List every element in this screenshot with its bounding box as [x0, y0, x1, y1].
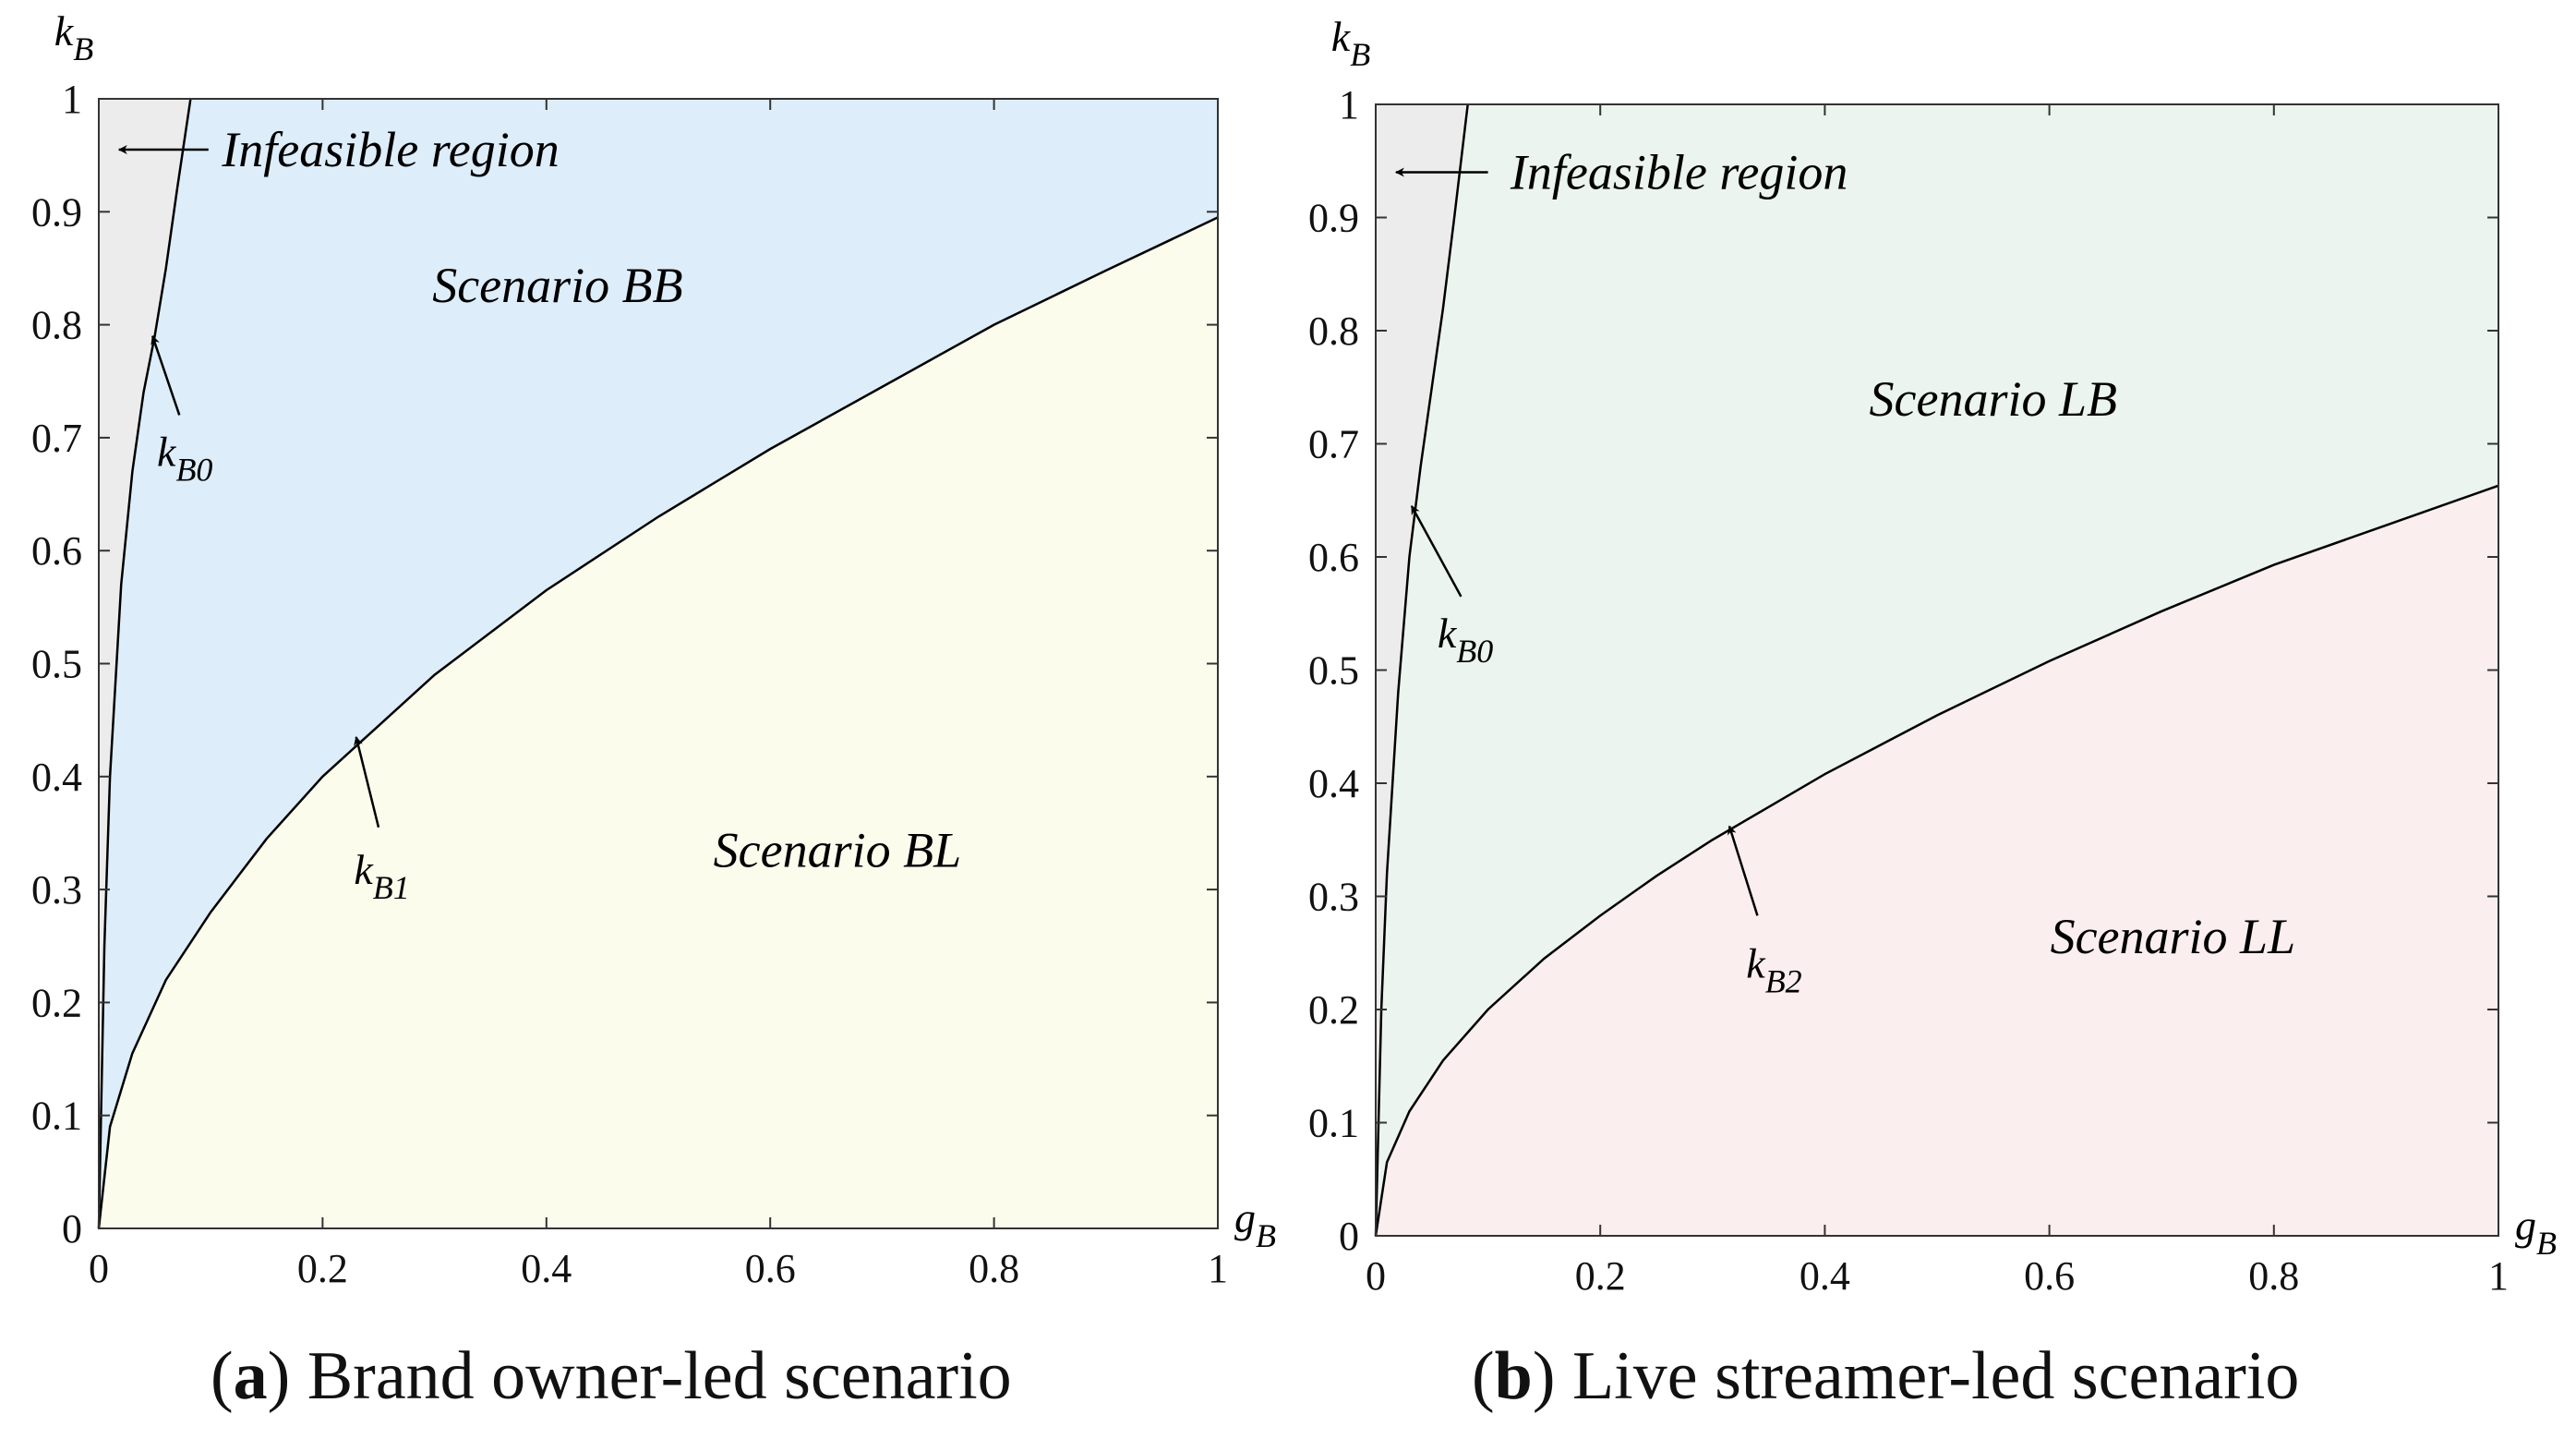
kb0-annotation-base: k — [1438, 610, 1458, 657]
caption-a-tag: a — [233, 1338, 268, 1414]
infeasible-region-label: Infeasible region — [221, 122, 559, 177]
kb2-curve — [1374, 484, 2499, 1237]
lower-scenario-region — [1376, 485, 2498, 1236]
kb2-arrow — [1727, 825, 1759, 916]
x-tick-label: 0.6 — [745, 1246, 796, 1291]
kb2-annotation-sub: B2 — [1765, 963, 1802, 1000]
x-axis-label: gB — [1234, 1194, 1276, 1254]
kb0-annotation: kB0 — [1438, 610, 1493, 670]
x-tick-label: 0 — [89, 1246, 109, 1291]
caption-b-tag: b — [1494, 1338, 1533, 1414]
y-tick-label: 0.5 — [31, 642, 82, 687]
x-tick-label: 0.2 — [1575, 1253, 1626, 1299]
y-tick-label: 1 — [1339, 82, 1359, 127]
upper-scenario-region — [99, 99, 1218, 1228]
x-axis-label-sub: B — [2536, 1225, 2557, 1262]
kb1-arrow — [354, 736, 380, 828]
y-tick-label: 0.6 — [1308, 535, 1359, 580]
caption-b: (b) Live streamer-led scenario — [1472, 1338, 2300, 1414]
x-tick-label: 0.4 — [521, 1246, 572, 1291]
y-tick-label: 0.7 — [1308, 422, 1359, 467]
x-tick-label: 0.8 — [969, 1246, 1019, 1291]
kb0-annotation-base: k — [157, 428, 177, 475]
x-axis-label-sub: B — [1256, 1217, 1276, 1254]
kb0-arrow — [150, 334, 181, 416]
kb0-curve — [97, 98, 192, 1229]
y-tick-label: 0.6 — [31, 528, 82, 574]
x-tick-label: 0.8 — [2248, 1253, 2299, 1299]
lower-scenario-region — [99, 217, 1218, 1228]
y-axis-label-sub: B — [73, 30, 93, 67]
upper-region-label: Scenario BB — [432, 258, 682, 313]
kb0-annotation-sub: B0 — [175, 451, 212, 488]
caption-a: (a) Brand owner-led scenario — [211, 1338, 1012, 1414]
y-tick-label: 1 — [62, 77, 82, 122]
y-tick-label: 0.1 — [31, 1094, 82, 1139]
kb1-annotation-sub: B1 — [373, 869, 410, 906]
y-axis-label-sub: B — [1350, 36, 1370, 73]
chart-panel-a: 0 0.2 0.4 0.6 0.8 1 0 0.1 0.2 0.3 0.4 0.5 0.6 0.7 0.8 0… — [31, 7, 1276, 1291]
kb0-annotation-sub: B0 — [1456, 633, 1493, 670]
y-axis-label-base: k — [54, 7, 75, 54]
y-tick-label: 0.9 — [1308, 196, 1359, 241]
kb0-annotation: kB0 — [157, 428, 212, 488]
x-tick-label: 0.2 — [297, 1246, 348, 1291]
x-tick-label: 1 — [2488, 1253, 2509, 1299]
y-axis-label: kB — [54, 7, 93, 67]
y-tick-label: 0.2 — [31, 980, 82, 1025]
lower-region-label: Scenario LL — [2051, 909, 2296, 964]
y-tick-label: 0.9 — [31, 189, 82, 235]
y-tick-label: 0.5 — [1308, 648, 1359, 694]
x-axis-label-base: g — [2515, 1202, 2536, 1249]
caption-b-text: Live streamer-led scenario — [1571, 1338, 2300, 1414]
y-tick-label: 0.3 — [31, 867, 82, 913]
upper-scenario-region — [1376, 104, 2498, 1236]
kb1-annotation-base: k — [354, 846, 374, 893]
kb2-annotation-base: k — [1746, 940, 1766, 987]
kb1-annotation: kB1 — [354, 846, 409, 906]
x-tick-label: 0.4 — [1800, 1253, 1850, 1299]
x-tick-label: 0 — [1366, 1253, 1386, 1299]
x-axis-label-base: g — [1234, 1194, 1256, 1241]
kb2-annotation: kB2 — [1746, 940, 1801, 1000]
x-tick-label: 0.6 — [2024, 1253, 2075, 1299]
y-tick-label: 0.8 — [1308, 308, 1359, 354]
x-axis-label: gB — [2515, 1202, 2557, 1262]
infeasible-region-label: Infeasible region — [1510, 145, 1848, 200]
caption-a-text: Brand owner-led scenario — [307, 1338, 1012, 1414]
y-axis-label-base: k — [1331, 13, 1352, 60]
y-tick-label: 0 — [1339, 1214, 1359, 1259]
y-axis-label: kB — [1331, 13, 1370, 73]
x-tick-label: 1 — [1208, 1246, 1228, 1291]
lower-region-label: Scenario BL — [714, 823, 961, 878]
y-tick-label: 0.2 — [1308, 987, 1359, 1033]
y-tick-label: 0.8 — [31, 303, 82, 348]
upper-region-label: Scenario LB — [1870, 371, 2117, 427]
y-tick-label: 0.7 — [31, 416, 82, 461]
y-tick-label: 0.4 — [31, 755, 82, 800]
infeasible-region — [1376, 104, 1468, 1236]
infeasible-region — [99, 99, 191, 1228]
y-tick-label: 0.3 — [1308, 875, 1359, 920]
y-tick-label: 0.1 — [1308, 1101, 1359, 1146]
kb1-curve — [97, 216, 1219, 1229]
y-tick-label: 0 — [62, 1206, 82, 1251]
y-tick-label: 0.4 — [1308, 761, 1359, 806]
kb0-arrow — [1410, 504, 1463, 598]
chart-panel-b: 0 0.2 0.4 0.6 0.8 1 0 0.1 0.2 0.3 0.4 0.5 0.6 0.7 0.8 0… — [1308, 13, 2557, 1299]
